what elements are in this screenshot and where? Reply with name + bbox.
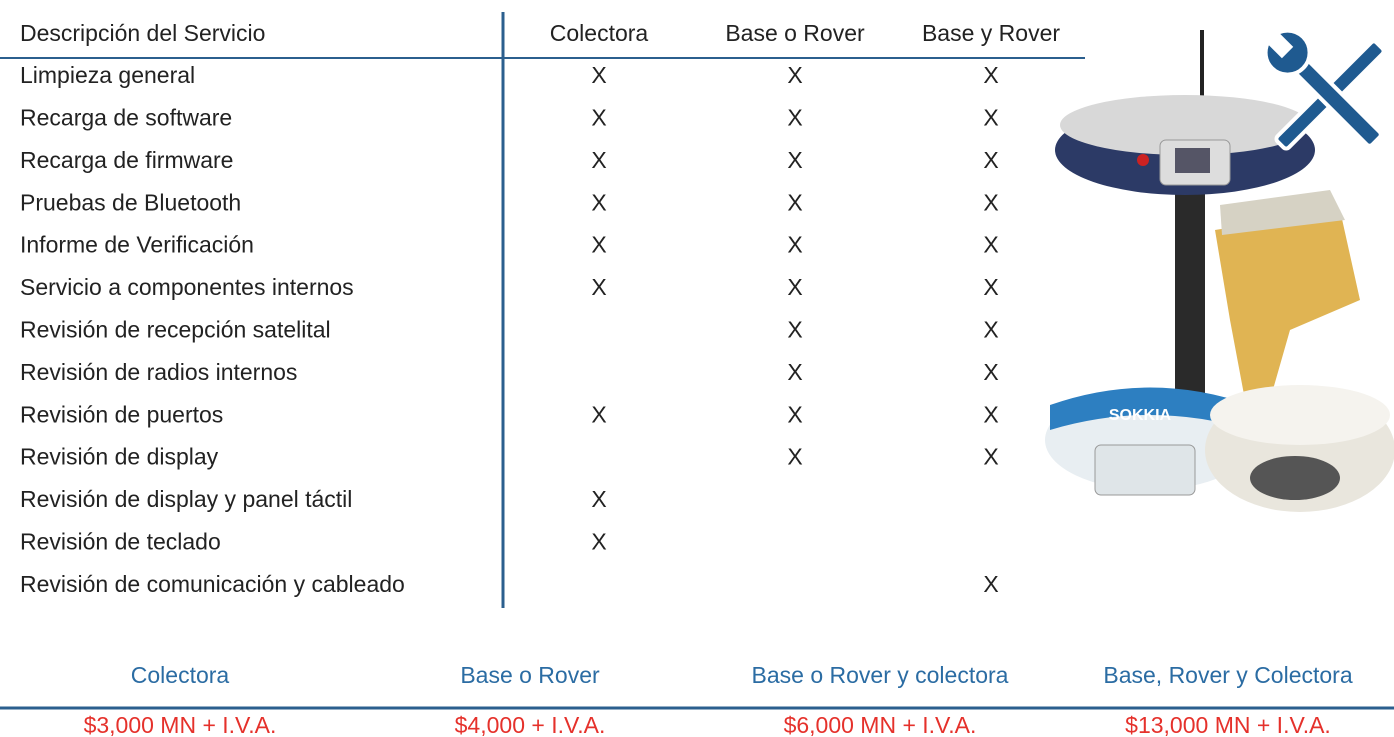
check-mark: X (983, 274, 998, 300)
row-label: Revisión de puertos (20, 401, 223, 427)
row-label: Informe de Verificación (20, 232, 254, 258)
check-mark: X (787, 147, 802, 173)
check-mark: X (787, 274, 802, 300)
check-mark: X (787, 62, 802, 88)
check-mark: X (591, 104, 606, 130)
check-mark: X (591, 62, 606, 88)
price-value: $3,000 MN + I.V.A. (84, 712, 277, 737)
check-mark: X (591, 189, 606, 215)
row-label: Revisión de display (20, 444, 219, 470)
row-label: Revisión de display y panel táctil (20, 486, 352, 512)
row-label: Servicio a componentes internos (20, 274, 354, 300)
check-mark: X (983, 147, 998, 173)
equipment-illustration: SOKKIA (1045, 25, 1394, 512)
row-label: Revisión de comunicación y cableado (20, 571, 405, 597)
check-mark: X (591, 528, 606, 554)
check-mark: X (591, 232, 606, 258)
row-label: Revisión de recepción satelital (20, 316, 331, 342)
price-value: $13,000 MN + I.V.A. (1125, 712, 1331, 737)
price-value: $6,000 MN + I.V.A. (784, 712, 977, 737)
check-mark: X (787, 316, 802, 342)
check-mark: X (591, 274, 606, 300)
row-label: Recarga de software (20, 104, 232, 130)
check-mark: X (787, 189, 802, 215)
row-label: Limpieza general (20, 62, 195, 88)
row-label: Pruebas de Bluetooth (20, 189, 241, 215)
check-mark: X (591, 486, 606, 512)
check-mark: X (983, 316, 998, 342)
column-header: Base o Rover (725, 20, 865, 46)
row-label: Revisión de teclado (20, 528, 221, 554)
column-header: Base y Rover (922, 20, 1060, 46)
row-label: Recarga de firmware (20, 147, 233, 173)
price-header: Base o Rover y colectora (752, 662, 1009, 688)
row-label: Revisión de radios internos (20, 359, 297, 385)
check-mark: X (983, 189, 998, 215)
check-mark: X (983, 571, 998, 597)
price-header: Base, Rover y Colectora (1103, 662, 1352, 688)
check-mark: X (787, 104, 802, 130)
check-mark: X (983, 104, 998, 130)
check-mark: X (983, 444, 998, 470)
column-header: Descripción del Servicio (20, 20, 265, 46)
check-mark: X (787, 232, 802, 258)
check-mark: X (983, 401, 998, 427)
price-value: $4,000 + I.V.A. (455, 712, 606, 737)
column-header: Colectora (550, 20, 649, 46)
check-mark: X (983, 232, 998, 258)
check-mark: X (591, 401, 606, 427)
check-mark: X (787, 444, 802, 470)
check-mark: X (983, 359, 998, 385)
check-mark: X (787, 359, 802, 385)
check-mark: X (787, 401, 802, 427)
check-mark: X (983, 62, 998, 88)
check-mark: X (591, 147, 606, 173)
svg-text:SOKKIA: SOKKIA (1109, 407, 1172, 424)
price-header: Base o Rover (460, 662, 600, 688)
price-header: Colectora (131, 662, 230, 688)
